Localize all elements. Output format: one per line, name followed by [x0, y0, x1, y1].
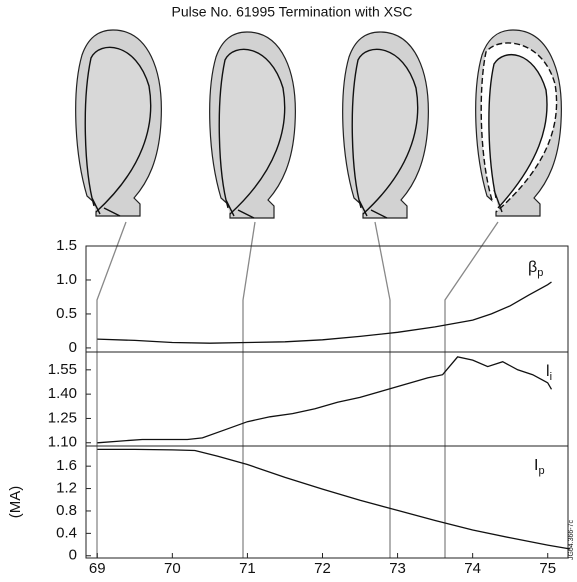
- figure-id: JG04.366-7c: [568, 519, 575, 560]
- x-tick-label: 74: [464, 560, 481, 577]
- x-tick-label: 72: [314, 560, 331, 577]
- data-line: [97, 356, 553, 444]
- y-tick-label: 1.40: [48, 385, 77, 402]
- x-tick-label: 73: [389, 560, 406, 577]
- y-tick-label: 0.4: [56, 524, 77, 541]
- plot-frame: [85, 245, 569, 353]
- plot-frame: [85, 351, 569, 447]
- x-tick-label: 70: [164, 560, 181, 577]
- panel-label-main: I: [534, 457, 538, 474]
- panel-label-sub: p: [537, 267, 543, 279]
- x-tick-label: 71: [239, 560, 256, 577]
- y-tick-label: 1.25: [48, 409, 77, 426]
- y-tick-label: 0.8: [56, 502, 77, 519]
- y-tick-label: 1.5: [56, 237, 77, 254]
- panel-label-main: β: [528, 259, 537, 276]
- plasma-shape: [208, 31, 297, 219]
- title: Pulse No. 61995 Termination with XSC: [172, 4, 413, 20]
- x-tick-label: 75: [539, 560, 556, 577]
- y-tick-label: 1.2: [56, 480, 77, 497]
- panel-label-sub: p: [538, 465, 544, 477]
- plasma-shape: [74, 29, 163, 217]
- connector: [374, 221, 391, 558]
- panel-label: βp: [528, 259, 543, 279]
- y-tick-label: 1.0: [56, 271, 77, 288]
- connector: [444, 221, 499, 558]
- data-line: [97, 281, 552, 344]
- plasma-shape: [474, 29, 563, 217]
- panel-label: Ip: [534, 457, 545, 477]
- connector: [242, 221, 256, 558]
- y-tick-label: 1.55: [48, 361, 77, 378]
- y-tick-label: 1.10: [48, 434, 77, 451]
- connector: [96, 221, 127, 558]
- panel-label-main: l: [546, 363, 550, 380]
- y-tick-label: 0.5: [56, 305, 77, 322]
- y-tick-label: 0: [69, 339, 77, 356]
- y-tick-label: 0: [69, 547, 77, 564]
- plot-frame: [85, 445, 569, 559]
- y-tick-label: 1.6: [56, 457, 77, 474]
- x-tick-label: 69: [89, 560, 106, 577]
- panel-label: li: [546, 363, 552, 383]
- plasma-shape: [341, 31, 430, 219]
- y-axis-label: (MA): [7, 486, 24, 519]
- data-line: [97, 448, 571, 550]
- panel-label-sub: i: [550, 371, 552, 383]
